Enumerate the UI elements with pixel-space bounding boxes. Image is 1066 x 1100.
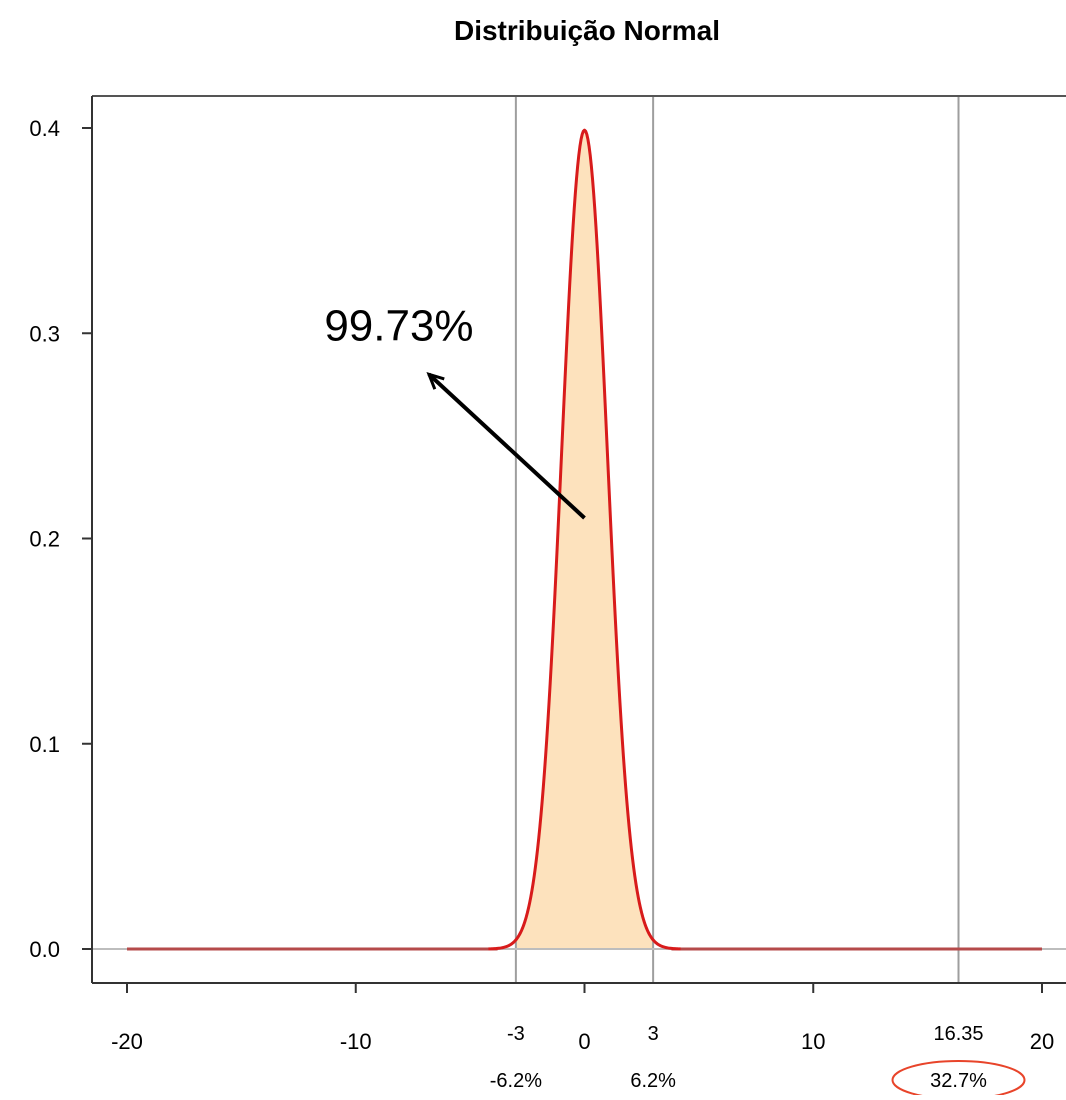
annotation-arrow-line xyxy=(427,372,586,520)
percentage-label: 6.2% xyxy=(630,1070,676,1092)
vertical-line-label: -3 xyxy=(507,1023,525,1045)
y-tick-label: 0.1 xyxy=(29,732,60,757)
x-tick-label: -10 xyxy=(340,1029,372,1054)
y-tick-label: 0.0 xyxy=(29,937,60,962)
y-tick-label: 0.2 xyxy=(29,527,60,552)
chart-title: Distribuição Normal xyxy=(454,15,720,46)
annotation-arrow-head xyxy=(426,371,445,390)
y-tick-label: 0.4 xyxy=(29,116,60,141)
vertical-line-label: 3 xyxy=(648,1023,659,1045)
density-curve xyxy=(488,128,681,951)
x-tick-label: 0 xyxy=(578,1029,590,1054)
x-tick-label: -20 xyxy=(111,1029,143,1054)
shaded-area xyxy=(515,130,654,950)
vertical-line-label: 16.35 xyxy=(933,1023,983,1045)
x-tick-label: 10 xyxy=(801,1029,825,1054)
y-tick-label: 0.3 xyxy=(29,321,60,346)
percentage-label: 32.7% xyxy=(930,1070,987,1092)
x-tick-label: 20 xyxy=(1030,1029,1054,1054)
annotation-label: 99.73% xyxy=(324,301,473,350)
percentage-label: -6.2% xyxy=(490,1070,542,1092)
